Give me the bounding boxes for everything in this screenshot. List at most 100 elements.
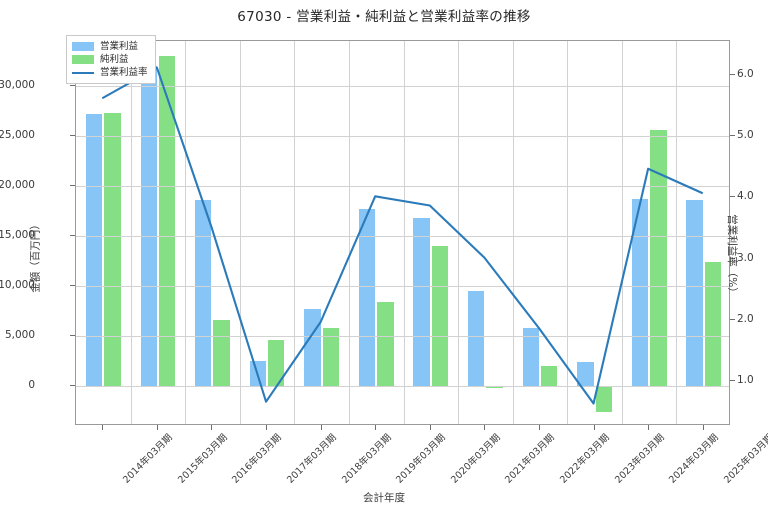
- x-tick-label-2015年03月期: 2015年03月期: [175, 432, 230, 486]
- x-axis-label: 会計年度: [363, 492, 405, 504]
- bar-operating-profit-2024年03月期: [631, 199, 649, 386]
- gridline-x-9: [567, 41, 569, 424]
- y-tick-label-10000: 10,000: [0, 279, 35, 291]
- y2-tick-label-3: 3.0: [737, 251, 754, 264]
- gridline-y-10000: [76, 286, 729, 287]
- gridline-x-2: [185, 41, 187, 424]
- gridline-y-0: [76, 386, 729, 387]
- x-tick-label-2024年03月期: 2024年03月期: [667, 432, 721, 486]
- bar-net-profit-2019年03月期: [377, 302, 394, 386]
- bar-operating-profit-2021年03月期: [468, 291, 485, 386]
- bar-operating-profit-2025年03月期: [686, 200, 703, 386]
- chart-title: 67030 - 営業利益・純利益と営業利益率の推移: [237, 9, 531, 25]
- gridline-x-1: [130, 41, 132, 424]
- gridline-x-11: [676, 41, 678, 424]
- y2-tick-label-4: 4.0: [737, 190, 754, 203]
- x-tick-label-2022年03月期: 2022年03月期: [558, 432, 612, 486]
- legend-swatch-operating-margin: [72, 71, 94, 74]
- x-tick-mark-3: [266, 425, 268, 430]
- x-tick-label-2018年03月期: 2018年03月期: [339, 432, 394, 486]
- bar-operating-profit-2019年03月期: [358, 209, 376, 386]
- bar-net-profit-2020年03月期: [431, 246, 449, 386]
- bar-operating-profit-2023年03月期: [577, 362, 594, 386]
- bar-net-profit-2023年03月期: [595, 386, 612, 412]
- y-tick-mark-10000: [70, 285, 75, 286]
- y-tick-label-20000: 20,000: [0, 179, 35, 191]
- y-tick-label-25000: 25,000: [0, 129, 35, 141]
- y2-tick-label-2: 2.0: [737, 312, 754, 325]
- bar-operating-profit-2022年03月期: [522, 328, 539, 386]
- y2-tick-label-5: 5.0: [737, 129, 754, 142]
- y-tick-mark-20000: [70, 185, 75, 186]
- gridline-x-4: [294, 41, 296, 424]
- y-tick-mark-0: [70, 385, 75, 386]
- gridline-y-30000: [76, 86, 729, 87]
- x-tick-mark-10: [648, 425, 650, 430]
- bar-net-profit-2015年03月期: [158, 56, 176, 386]
- y-tick-mark-15000: [70, 235, 75, 236]
- x-tick-label-2021年03月期: 2021年03月期: [503, 432, 558, 486]
- bar-net-profit-2024年03月期: [650, 130, 667, 386]
- x-tick-mark-8: [538, 425, 540, 430]
- bars-layer: [76, 41, 729, 424]
- gridline-x-6: [403, 41, 405, 424]
- bar-operating-profit-2015年03月期: [140, 66, 157, 386]
- gridline-y-5000: [76, 336, 729, 337]
- x-tick-mark-2: [211, 425, 213, 430]
- plot-area: [75, 40, 730, 425]
- y-tick-mark-5000: [70, 335, 75, 336]
- x-tick-label-2020年03月期: 2020年03月期: [448, 432, 503, 486]
- bar-operating-profit-2016年03月期: [195, 200, 212, 386]
- legend-label-net-profit: 純利益: [100, 54, 129, 65]
- x-tick-label-2025年03月期: 2025年03月期: [721, 432, 768, 486]
- bar-net-profit-2025年03月期: [704, 262, 722, 386]
- gridline-y-20000: [76, 186, 729, 187]
- x-tick-mark-7: [484, 425, 486, 430]
- x-tick-mark-0: [102, 425, 104, 430]
- gridline-x-10: [621, 41, 623, 424]
- line-series-layer: [101, 66, 704, 405]
- bar-operating-profit-2014年03月期: [85, 114, 103, 386]
- x-tick-mark-4: [320, 425, 322, 430]
- x-tick-mark-11: [702, 425, 704, 430]
- y2-tick-label-6: 6.0: [737, 67, 754, 80]
- y2-tick-mark-5: [730, 135, 735, 137]
- x-tick-mark-5: [375, 425, 377, 430]
- gridline-x-5: [348, 41, 350, 424]
- x-tick-mark-1: [156, 425, 158, 430]
- line-operating-margin: [101, 66, 704, 405]
- y-tick-label-15000: 15,000: [0, 229, 35, 241]
- gridline-y-25000: [76, 136, 729, 137]
- legend-item-operating-margin: 営業利益率: [72, 66, 148, 79]
- y-tick-mark-30000: [70, 85, 75, 86]
- y2-tick-label-1: 1.0: [737, 374, 754, 387]
- x-tick-mark-6: [429, 425, 431, 430]
- y2-axis-label: 営業利益率（%）: [725, 214, 738, 298]
- x-tick-label-2023年03月期: 2023年03月期: [612, 432, 667, 486]
- y-tick-label-30000: 30,000: [0, 79, 35, 91]
- y2-tick-mark-6: [730, 73, 735, 75]
- legend-label-operating-profit: 営業利益: [100, 41, 139, 52]
- y2-tick-mark-4: [730, 196, 735, 198]
- x-tick-label-2016年03月期: 2016年03月期: [230, 432, 285, 486]
- y-tick-label-0: 0: [28, 379, 35, 391]
- x-tick-mark-9: [593, 425, 595, 430]
- x-tick-label-2017年03月期: 2017年03月期: [285, 432, 339, 486]
- bar-operating-profit-2020年03月期: [413, 218, 430, 386]
- x-tick-label-2019年03月期: 2019年03月期: [394, 432, 448, 486]
- legend-swatch-net-profit: [72, 55, 94, 64]
- y-axis-label: 金額（百万円）: [29, 219, 42, 293]
- y2-tick-mark-2: [730, 318, 735, 320]
- gridline-y-15000: [76, 236, 729, 237]
- legend-label-operating-margin: 営業利益率: [100, 67, 148, 78]
- gridline-x-3: [239, 41, 241, 424]
- legend: 営業利益 純利益 営業利益率: [66, 35, 156, 84]
- x-tick-label-2014年03月期: 2014年03月期: [121, 432, 175, 486]
- legend-item-net-profit: 純利益: [72, 53, 148, 66]
- bar-net-profit-2017年03月期: [268, 340, 285, 386]
- gridline-x-8: [512, 41, 514, 424]
- legend-swatch-operating-profit: [72, 42, 94, 51]
- y2-tick-mark-3: [730, 257, 735, 259]
- bar-net-profit-2018年03月期: [322, 328, 339, 386]
